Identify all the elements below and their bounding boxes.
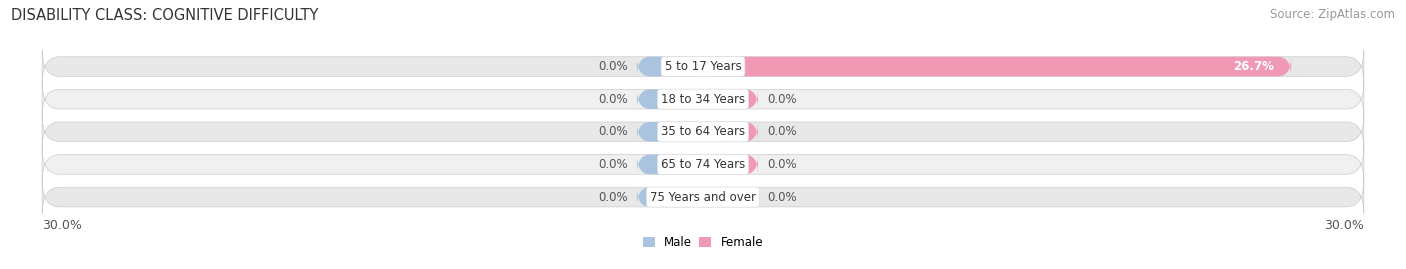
FancyBboxPatch shape (42, 181, 1364, 213)
Text: 18 to 34 Years: 18 to 34 Years (661, 93, 745, 106)
FancyBboxPatch shape (637, 122, 703, 141)
FancyBboxPatch shape (42, 83, 1364, 115)
Text: 65 to 74 Years: 65 to 74 Years (661, 158, 745, 171)
Text: 30.0%: 30.0% (42, 219, 82, 232)
FancyBboxPatch shape (703, 89, 758, 109)
Text: 5 to 17 Years: 5 to 17 Years (665, 60, 741, 73)
Text: 0.0%: 0.0% (766, 125, 797, 138)
Text: 0.0%: 0.0% (599, 125, 628, 138)
Text: 0.0%: 0.0% (599, 158, 628, 171)
Text: 26.7%: 26.7% (1233, 60, 1274, 73)
FancyBboxPatch shape (42, 50, 1364, 83)
Legend: Male, Female: Male, Female (638, 231, 768, 254)
Text: 0.0%: 0.0% (766, 158, 797, 171)
FancyBboxPatch shape (703, 155, 758, 174)
FancyBboxPatch shape (637, 57, 703, 76)
Text: 0.0%: 0.0% (599, 93, 628, 106)
FancyBboxPatch shape (703, 57, 1291, 76)
Text: 0.0%: 0.0% (599, 60, 628, 73)
Text: 0.0%: 0.0% (599, 190, 628, 204)
Text: Source: ZipAtlas.com: Source: ZipAtlas.com (1270, 8, 1395, 21)
FancyBboxPatch shape (42, 115, 1364, 148)
Text: 0.0%: 0.0% (766, 93, 797, 106)
Text: 30.0%: 30.0% (1324, 219, 1364, 232)
FancyBboxPatch shape (42, 148, 1364, 181)
Text: 0.0%: 0.0% (766, 190, 797, 204)
Text: 75 Years and over: 75 Years and over (650, 190, 756, 204)
FancyBboxPatch shape (637, 187, 703, 207)
FancyBboxPatch shape (637, 89, 703, 109)
FancyBboxPatch shape (703, 187, 758, 207)
Text: 35 to 64 Years: 35 to 64 Years (661, 125, 745, 138)
FancyBboxPatch shape (703, 122, 758, 141)
FancyBboxPatch shape (637, 155, 703, 174)
Text: DISABILITY CLASS: COGNITIVE DIFFICULTY: DISABILITY CLASS: COGNITIVE DIFFICULTY (11, 8, 319, 23)
